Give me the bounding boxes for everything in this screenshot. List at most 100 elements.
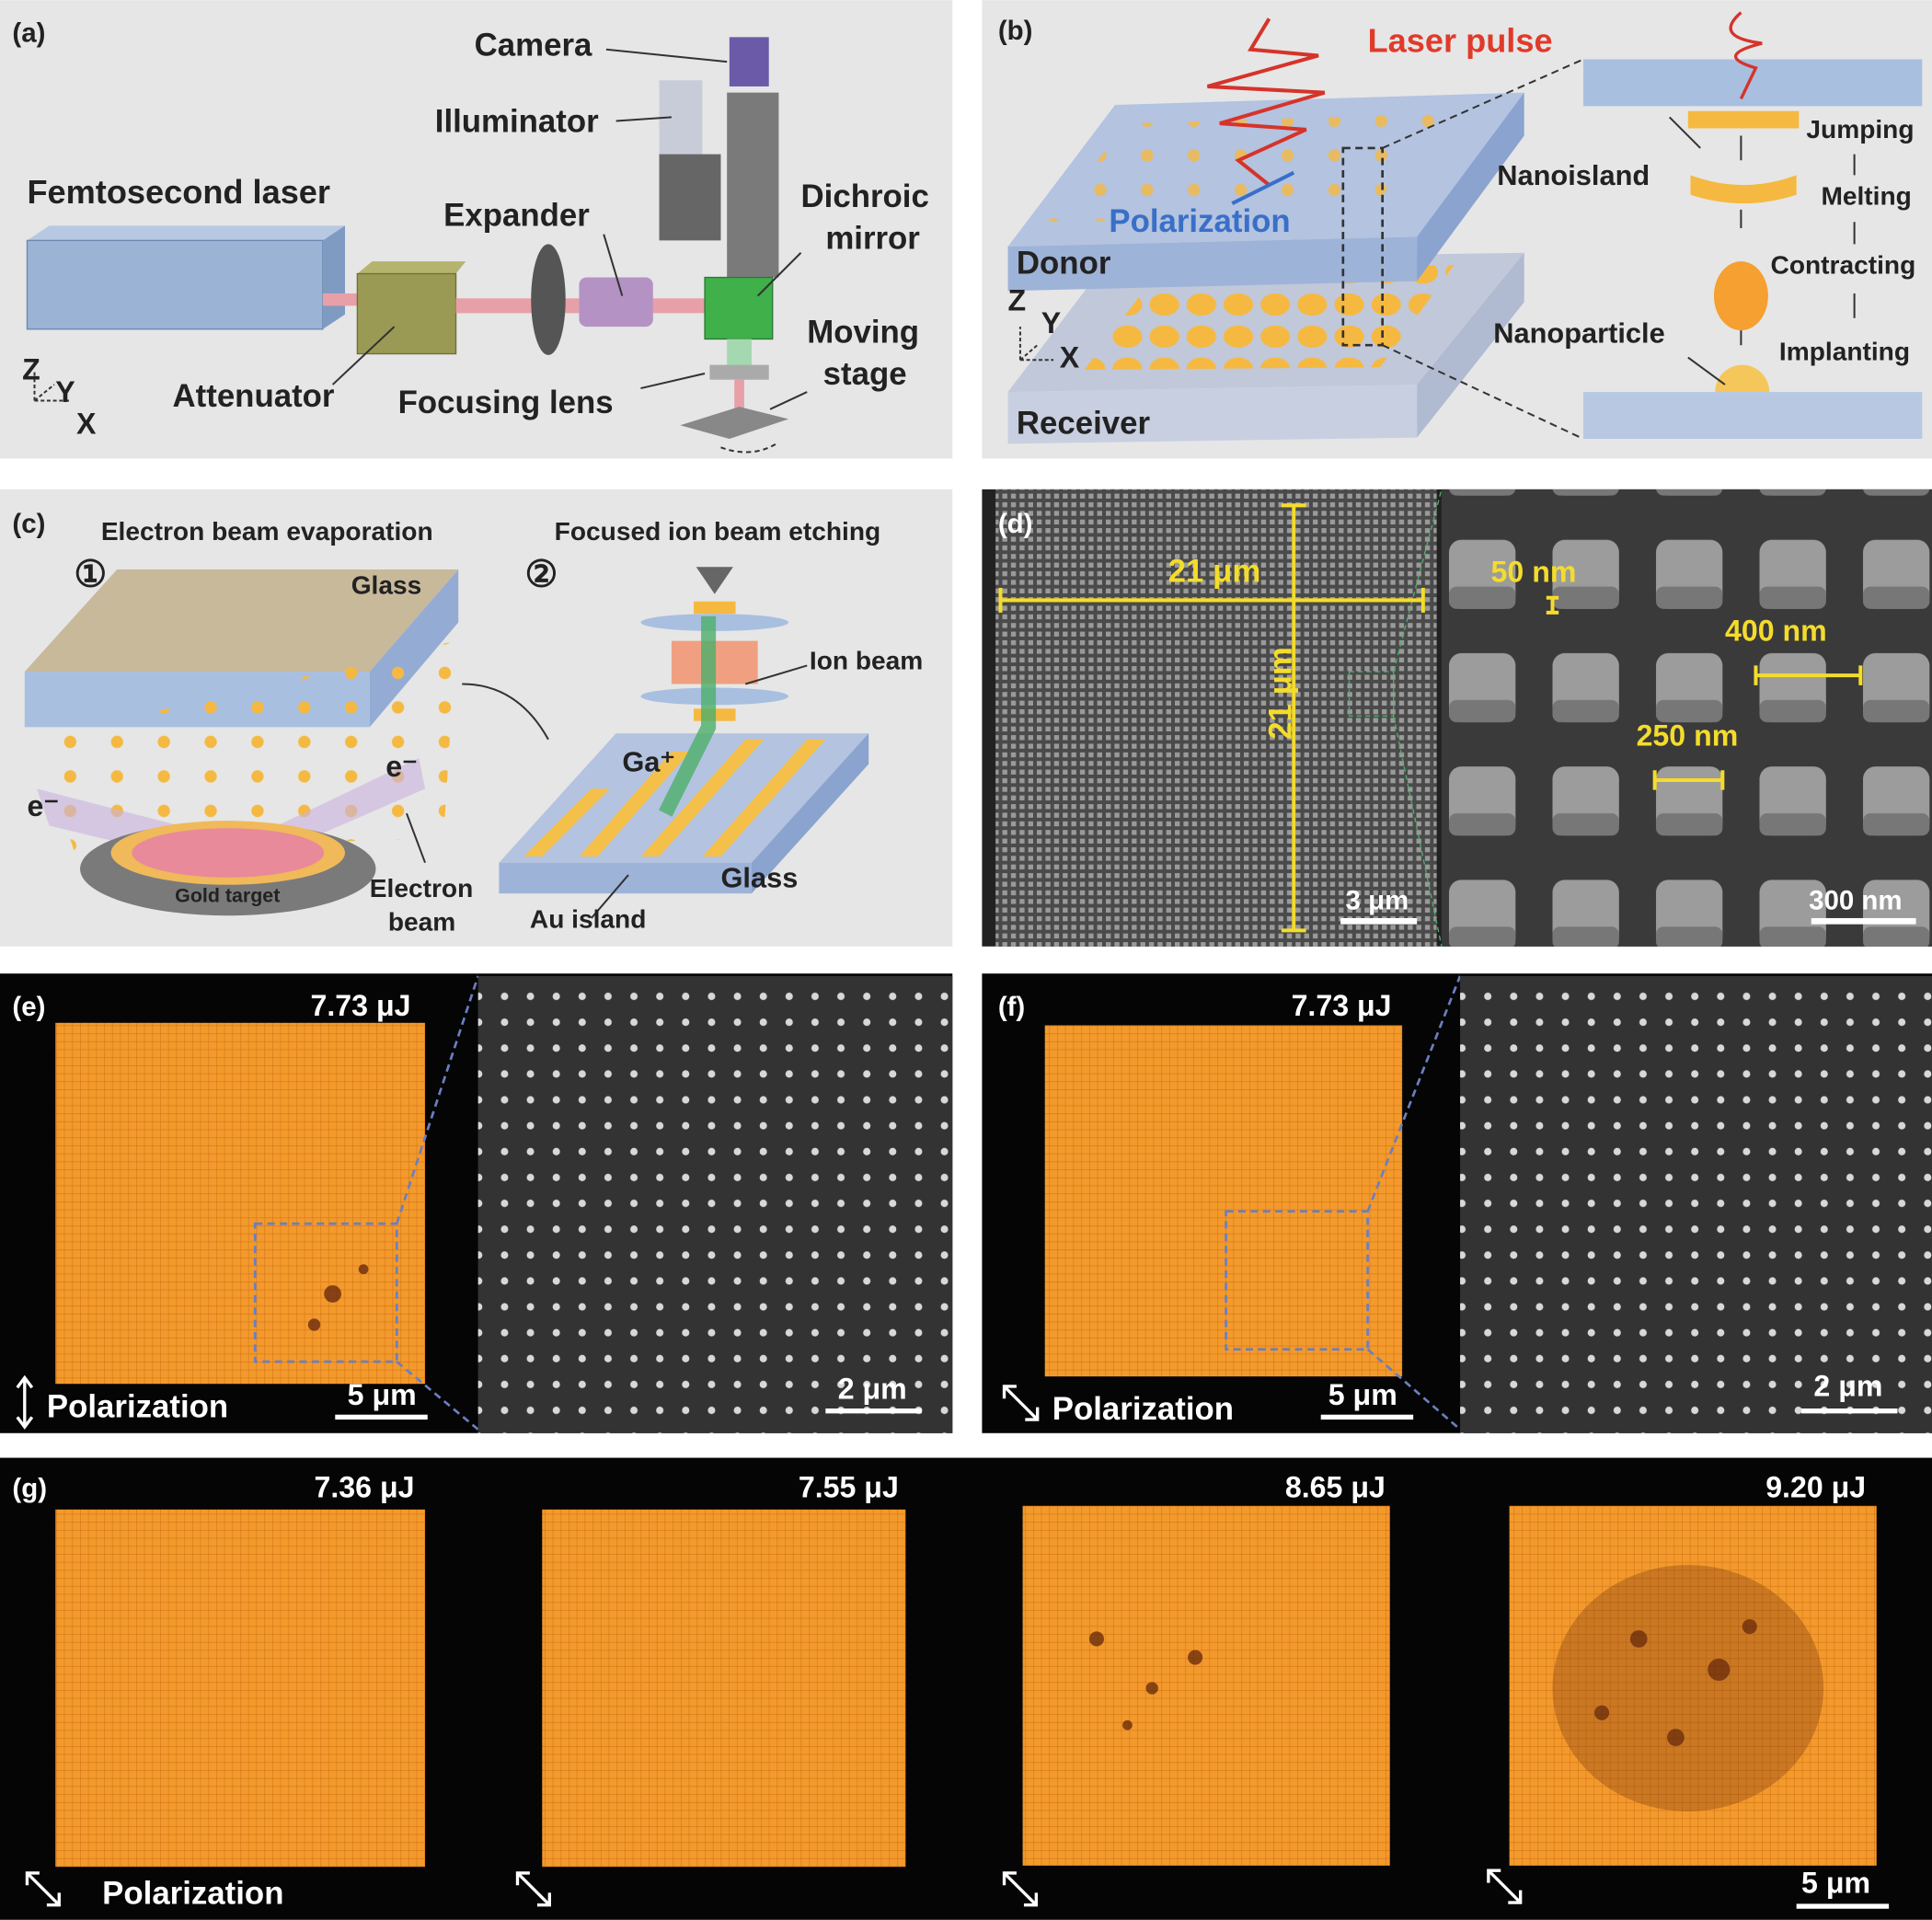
donor-front — [1007, 236, 1418, 292]
glass-top — [24, 569, 459, 673]
laser-pulse-small — [1729, 11, 1763, 100]
zoom-lines — [1366, 975, 1462, 1431]
dimension: 21 μm — [1263, 647, 1299, 740]
damage — [1629, 1630, 1648, 1648]
ion-beam — [659, 615, 717, 817]
focusing-lens — [709, 364, 769, 380]
panel-c: (c) Electron beam evaporation Focused io… — [12, 509, 923, 937]
sem-zoom — [1441, 489, 1932, 947]
panel-g: (g) 7.36 μJ 7.55 μJ 8.65 μJ 9.20 μJ Pola… — [12, 1470, 1890, 1911]
label: beam — [388, 907, 455, 936]
zoom-box — [1348, 671, 1395, 717]
electron-beam-right — [277, 757, 426, 851]
step: Implanting — [1779, 337, 1910, 365]
axis-label: Z — [1008, 284, 1027, 317]
laser-pulse — [1206, 17, 1326, 187]
polarization-arrows — [25, 1868, 1523, 1907]
dichroic-cube — [704, 276, 774, 340]
camera-column — [727, 92, 779, 278]
label: Nanoisland — [1497, 159, 1650, 191]
energy: 7.73 μJ — [1292, 989, 1392, 1022]
label: Electron — [370, 874, 473, 903]
stage — [680, 407, 789, 439]
label: Camera — [475, 27, 592, 63]
panel-label: (b) — [998, 16, 1033, 46]
expander-tube — [579, 277, 653, 328]
expander-mount — [531, 244, 566, 355]
scale-bar — [335, 1414, 428, 1420]
label: Polarization — [1052, 1391, 1234, 1427]
label: Polarization — [102, 1875, 283, 1911]
scale-label: 2 μm — [1813, 1370, 1882, 1403]
stage-motion — [720, 443, 777, 454]
label: Ion beam — [810, 646, 923, 674]
nanoisland — [1687, 110, 1800, 129]
beam — [734, 379, 744, 417]
receiver-side — [1417, 252, 1524, 438]
scale-bar — [1340, 917, 1418, 925]
label: Focusing lens — [398, 385, 614, 420]
au-bar — [523, 788, 610, 857]
dark-field-image — [542, 1509, 906, 1868]
axis-label: Y — [1041, 306, 1061, 339]
label: mirror — [825, 221, 920, 257]
panel-d: (d) 21 μm 21 μm 3 μm 50 nm 400 nm 250 nm… — [995, 489, 1932, 947]
label: Gold target — [175, 885, 280, 907]
step: Melting — [1821, 182, 1911, 211]
zoom-box — [253, 1222, 398, 1363]
sem-overview — [995, 489, 1437, 947]
label: Au island — [530, 905, 647, 934]
panel-label: (e) — [12, 992, 45, 1022]
damage — [307, 1318, 321, 1331]
arrows — [1669, 116, 1856, 385]
label: Ga⁺ — [622, 746, 674, 778]
panel-label: (f) — [998, 992, 1025, 1022]
dimension: 21 μm — [1168, 553, 1261, 589]
label: Expander — [443, 197, 590, 233]
step-number: ② — [525, 554, 558, 595]
damage-3 — [1088, 1631, 1203, 1730]
step: Contracting — [1771, 251, 1916, 280]
damage — [1742, 1619, 1757, 1635]
polarization-arrow — [1231, 170, 1295, 205]
sem-image — [1460, 975, 1932, 1433]
label: Illuminator — [435, 104, 599, 140]
title: Focused ion beam etching — [555, 517, 881, 546]
axis-label: Z — [22, 353, 40, 386]
receiver-front — [1007, 385, 1418, 444]
scale-label: 5 μm — [1801, 1866, 1870, 1899]
melting-island — [1690, 175, 1797, 204]
label: Femtosecond laser — [27, 173, 330, 211]
au-bar — [579, 752, 690, 857]
damage — [1188, 1650, 1203, 1665]
dark-field-image — [55, 1509, 426, 1868]
damage — [324, 1285, 341, 1303]
label: Dichroic — [801, 178, 929, 214]
droplet — [1713, 261, 1768, 331]
panel-label: (c) — [12, 509, 45, 539]
ion-source — [696, 567, 733, 594]
dimension: 400 nm — [1725, 615, 1827, 648]
implanted-particle — [1715, 364, 1770, 393]
damage — [1667, 1729, 1685, 1746]
attenuator-box — [356, 272, 457, 355]
title: Electron beam evaporation — [101, 517, 433, 546]
energy: 7.55 μJ — [799, 1470, 899, 1503]
dark-field-image — [1509, 1505, 1877, 1866]
label: e⁻ — [27, 789, 59, 822]
energy: 7.73 μJ — [311, 989, 411, 1022]
laser-box — [26, 239, 324, 330]
illuminator-body — [659, 154, 721, 241]
polarization-arrow — [1002, 1385, 1040, 1421]
au-bar — [640, 739, 765, 857]
nanoparticles — [1084, 265, 1455, 370]
dimension: 50 nm — [1491, 555, 1577, 588]
sem-image — [477, 975, 953, 1433]
panel-b: (b) Laser pulse Polarization Donor Recei… — [998, 11, 1923, 444]
damage-area — [1552, 1565, 1824, 1811]
panel-label: (g) — [12, 1473, 47, 1503]
panel-a: (a) Femtosecond laser Camera Illuminator… — [12, 18, 929, 454]
label: Glass — [720, 861, 798, 893]
